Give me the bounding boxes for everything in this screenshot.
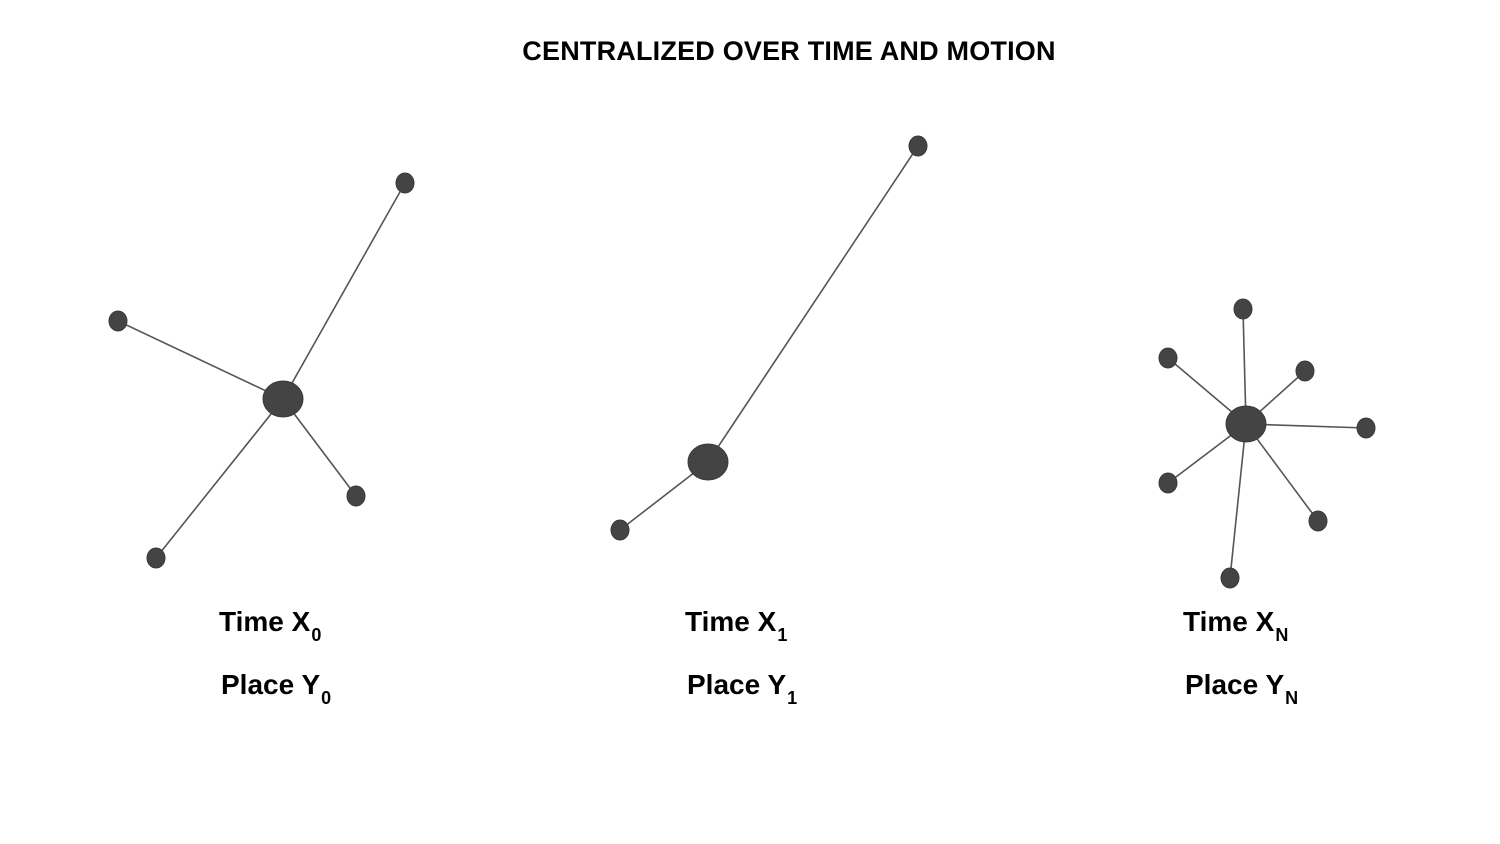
network-panel-0	[108, 172, 415, 569]
leaf-node	[395, 172, 415, 194]
network-panel-n	[1158, 298, 1376, 589]
edge	[1242, 308, 1247, 425]
edge	[282, 182, 406, 400]
leaf-node	[146, 547, 166, 569]
leaf-node	[1233, 298, 1253, 320]
place-label-0: Place Y0	[221, 669, 331, 708]
place-label-n: Place YN	[1185, 669, 1298, 708]
leaf-node	[346, 485, 366, 507]
time-label-0: Time X0	[219, 606, 321, 645]
leaf-node	[1356, 417, 1376, 439]
leaf-node	[1308, 510, 1328, 532]
edge	[707, 145, 919, 463]
place-label-subscript: 0	[321, 688, 332, 708]
time-label-1: Time X1	[685, 606, 787, 645]
leaf-node	[1220, 567, 1240, 589]
time-label-subscript: N	[1275, 625, 1289, 645]
time-label-n: Time XN	[1183, 606, 1288, 645]
hub-node	[262, 380, 304, 418]
edge	[1229, 423, 1247, 579]
time-label-text: Time X	[1183, 606, 1275, 637]
place-label-subscript: 1	[787, 688, 798, 708]
hub-node	[1225, 405, 1267, 443]
network-panel-1	[610, 135, 928, 541]
leaf-node	[1158, 347, 1178, 369]
place-label-text: Place Y	[687, 669, 787, 700]
place-label-text: Place Y	[221, 669, 321, 700]
place-label-1: Place Y1	[687, 669, 797, 708]
place-label-text: Place Y	[1185, 669, 1285, 700]
leaf-node	[108, 310, 128, 332]
diagram-title: CENTRALIZED OVER TIME AND MOTION	[522, 36, 1056, 66]
time-label-subscript: 0	[311, 625, 322, 645]
time-label-text: Time X	[685, 606, 777, 637]
time-label-text: Time X	[219, 606, 311, 637]
place-label-subscript: N	[1285, 688, 1299, 708]
leaf-node	[610, 519, 630, 541]
edge	[155, 398, 284, 559]
time-label-subscript: 1	[777, 625, 788, 645]
edge	[1245, 423, 1319, 522]
leaf-node	[1158, 472, 1178, 494]
hub-node	[687, 443, 729, 481]
leaf-node	[1295, 360, 1315, 382]
leaf-node	[908, 135, 928, 157]
edge	[117, 320, 284, 400]
edge	[282, 398, 357, 497]
